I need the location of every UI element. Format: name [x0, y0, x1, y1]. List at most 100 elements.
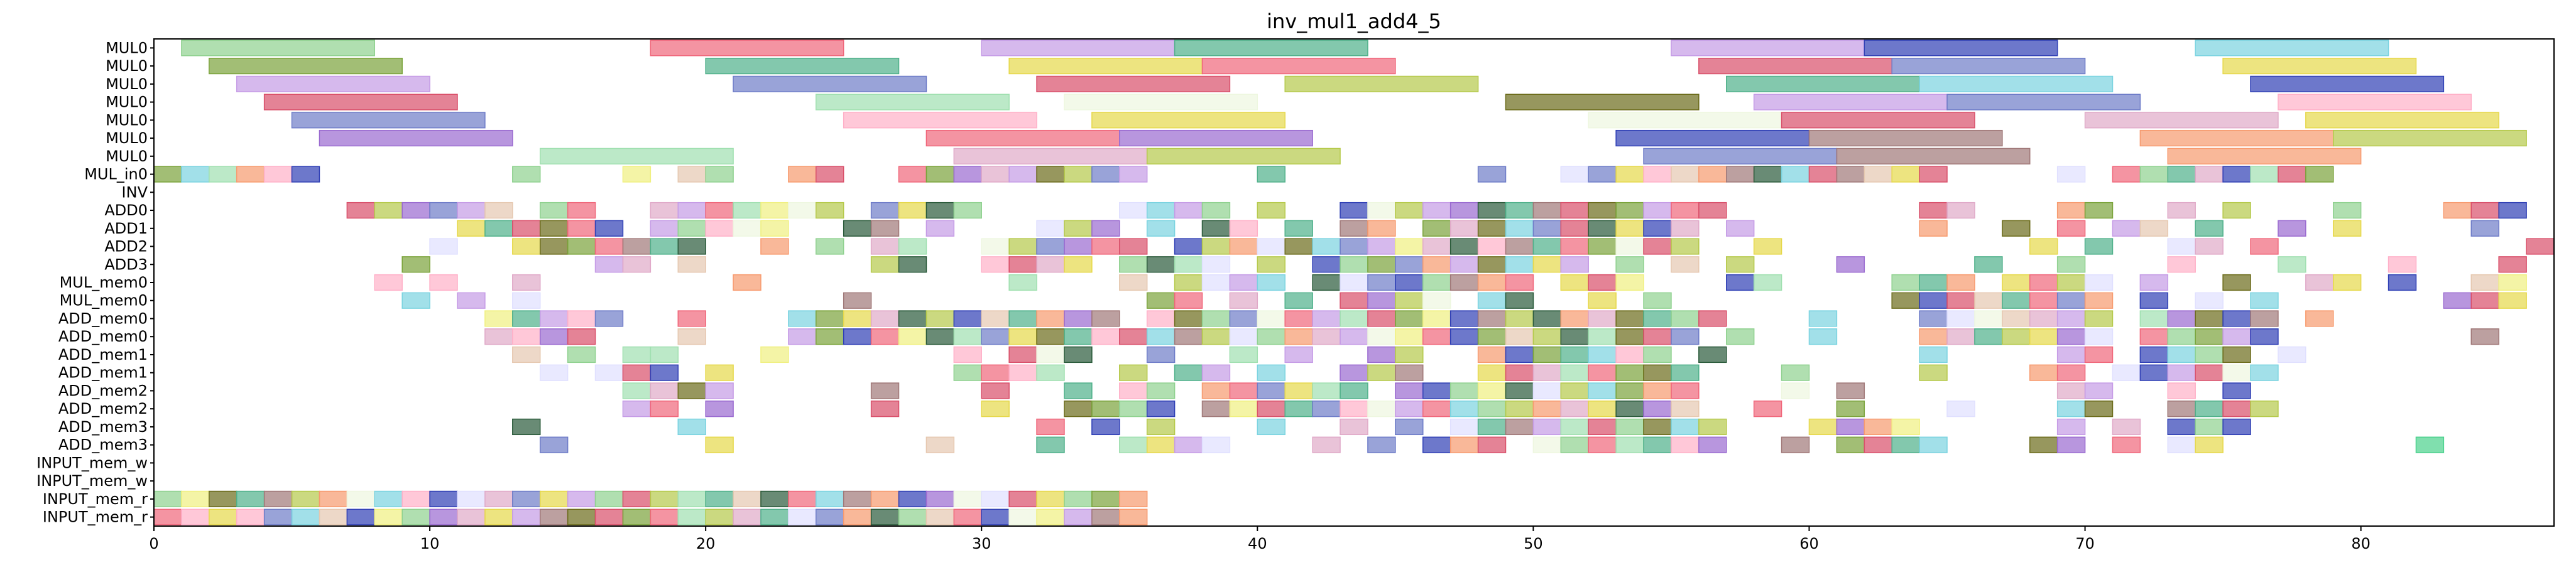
task-bar — [1146, 328, 1176, 345]
task-bar — [1919, 166, 1948, 183]
task-bar — [1064, 94, 1258, 110]
task-bar — [1367, 238, 1396, 255]
task-bar — [1560, 364, 1589, 381]
task-bar — [925, 220, 955, 237]
task-bar — [2139, 364, 2169, 381]
task-bar — [1174, 40, 1368, 56]
task-bar — [512, 346, 541, 363]
task-bar — [898, 508, 927, 525]
task-bar — [953, 148, 1148, 164]
task-bar — [1919, 274, 1948, 291]
task-bar — [1395, 238, 1424, 255]
task-bar — [2332, 129, 2527, 147]
task-bar — [2002, 274, 2031, 291]
task-bar — [1615, 328, 1644, 345]
task-bar — [1532, 346, 1562, 363]
task-bar — [2278, 94, 2472, 110]
task-bar — [1477, 256, 1507, 273]
task-bar — [1201, 274, 1231, 291]
task-bar — [429, 238, 458, 255]
task-bar — [1119, 328, 1148, 345]
task-bar — [1229, 274, 1258, 291]
task-bar — [705, 58, 900, 75]
task-bar — [1588, 112, 1782, 129]
task-bar — [622, 346, 652, 363]
task-bar — [1698, 436, 1727, 453]
x-tick-label: 40 — [1248, 535, 1267, 552]
task-bar — [1146, 418, 1176, 436]
task-bar — [953, 310, 982, 327]
task-bar — [760, 238, 789, 255]
task-bar — [1119, 382, 1148, 399]
task-bar — [291, 490, 320, 507]
task-bar — [2195, 401, 2224, 417]
task-bar — [512, 418, 541, 436]
task-bar — [1532, 401, 1562, 417]
task-bar — [346, 508, 376, 525]
task-bar — [870, 490, 900, 507]
task-bar — [1505, 202, 1534, 219]
task-bar — [898, 490, 927, 507]
task-bar — [1119, 129, 1313, 147]
task-bar — [843, 328, 872, 345]
task-bar — [2056, 328, 2086, 345]
task-bar — [925, 310, 955, 327]
task-bar — [1864, 166, 1892, 183]
task-bar — [1174, 364, 1203, 381]
task-bar — [1588, 238, 1617, 255]
task-bar — [2084, 238, 2114, 255]
task-bar — [2112, 364, 2141, 381]
task-bar — [1588, 274, 1617, 291]
task-bar — [843, 112, 1037, 129]
task-bar — [2029, 292, 2058, 309]
x-tick-label: 0 — [149, 535, 158, 552]
row-label: MUL_mem0 — [60, 292, 148, 309]
row-label: INPUT_mem_w — [36, 472, 148, 490]
task-bar — [1229, 292, 1258, 309]
task-bar — [2029, 436, 2058, 453]
task-bar — [622, 382, 652, 399]
task-bar — [1449, 274, 1479, 291]
task-bar — [401, 202, 430, 219]
task-bar — [1119, 166, 1148, 183]
task-bar — [1367, 364, 1396, 381]
task-bar — [2332, 220, 2362, 237]
task-bar — [843, 220, 872, 237]
task-bar — [512, 220, 541, 237]
task-bar — [870, 238, 900, 255]
row-label: ADD_mem2 — [58, 400, 148, 417]
task-bar — [1395, 364, 1424, 381]
task-bar — [2250, 238, 2279, 255]
task-bar — [1560, 418, 1589, 436]
task-bar — [1008, 490, 1037, 507]
x-tick-label: 10 — [420, 535, 440, 552]
task-bar — [760, 346, 789, 363]
task-bar — [2498, 292, 2527, 309]
task-bar — [1532, 220, 1562, 237]
task-bar — [843, 292, 872, 309]
task-bar — [2222, 401, 2251, 417]
task-bar — [1340, 328, 1368, 345]
row-label: INPUT_mem_r — [43, 508, 148, 526]
task-bar — [1560, 328, 1589, 345]
task-bar — [1091, 310, 1120, 327]
task-bar — [1340, 418, 1368, 436]
task-bar — [677, 328, 706, 345]
task-bar — [1781, 436, 1810, 453]
task-bar — [1698, 310, 1727, 327]
task-bar — [2195, 292, 2224, 309]
task-bar — [1284, 346, 1313, 363]
task-bar — [1643, 238, 1672, 255]
task-bar — [1174, 310, 1203, 327]
task-bar — [1091, 508, 1120, 525]
task-bar — [429, 490, 458, 507]
task-bar — [1257, 310, 1285, 327]
task-bar — [512, 292, 541, 309]
task-bar — [1532, 418, 1562, 436]
task-bar — [1119, 202, 1148, 219]
task-bar — [2305, 310, 2334, 327]
task-bar — [209, 508, 237, 525]
task-bar — [512, 490, 541, 507]
task-bar — [484, 220, 513, 237]
task-bar — [567, 202, 596, 219]
